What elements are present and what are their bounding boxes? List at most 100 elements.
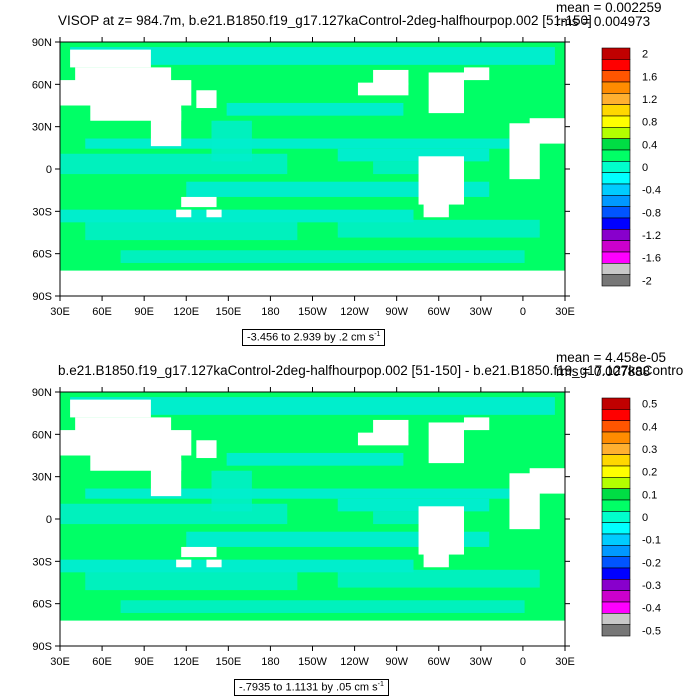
colorbar-box (601, 195, 631, 207)
colorbar-box (601, 420, 631, 433)
x-tick-label: 60E (92, 306, 112, 318)
ocean-band (337, 219, 540, 238)
land-mask (70, 399, 151, 418)
colorbar-box (601, 567, 631, 580)
colorbar-label: 0.4 (642, 421, 657, 433)
colorbar-box (601, 443, 631, 455)
land-mask (181, 546, 217, 558)
contour-range-unit-bottom: -1 (377, 681, 384, 688)
y-tick-label: 0 (46, 164, 52, 176)
y-tick-label: 90S (32, 641, 52, 653)
colorbar-box (601, 172, 631, 185)
colorbar-box (601, 511, 631, 523)
contour-range-text-top: -3.456 to 2.939 by .2 cm s (247, 331, 375, 344)
land-mask (423, 552, 449, 568)
x-tick-label: 90E (134, 306, 154, 318)
contour-range-bottom: -.7935 to 1.1131 by .05 cm s-1 (234, 679, 389, 696)
land-mask (60, 430, 192, 456)
colorbar-box (601, 104, 631, 117)
map-plot-top: 90N 60N 30N 0 30S 60S 90S 30E 60E 90E 120E 150E 180 1… (32, 37, 661, 318)
y-tick-label: 60S (32, 249, 52, 261)
colorbar-label: -0.8 (642, 207, 661, 219)
x-tick-label: 60E (92, 656, 112, 668)
x-tick-label: 120W (340, 656, 369, 668)
x-tick-label: 30W (470, 306, 493, 318)
ocean-band (120, 250, 525, 263)
land-mask (150, 460, 182, 497)
colorbar-box (601, 115, 631, 128)
ocean-band (85, 138, 515, 149)
y-tick-label: 30S (32, 206, 52, 218)
y-tick-label: 90N (32, 37, 52, 49)
ocean-band (70, 397, 555, 415)
colorbar-box (601, 93, 631, 105)
colorbar-box (601, 431, 631, 444)
colorbar-box (601, 81, 631, 94)
x-tick-label: 60W (427, 306, 450, 318)
land-mask (196, 440, 217, 459)
x-tick-label: 30E (50, 306, 70, 318)
colorbar-label: -1.6 (642, 253, 661, 265)
ocean-band (337, 148, 490, 162)
x-tick-label: 30E (50, 656, 70, 668)
colorbar-box (601, 590, 631, 603)
plot-title-bottom: b.e21.B1850.f19_g17.127kaControl-2deg-ha… (58, 363, 684, 378)
ocean-band (226, 452, 404, 466)
colorbar-label: 0 (642, 162, 648, 174)
colorbar-box (601, 579, 631, 591)
land-mask (357, 82, 409, 96)
land-mask (181, 196, 217, 208)
y-tick-label: 30N (32, 472, 52, 484)
ocean-band (60, 209, 414, 223)
colorbar-box (601, 127, 631, 139)
y-tick-label: 0 (46, 514, 52, 526)
ocean-band (85, 219, 298, 241)
rms-label-bottom: rms = 0.007888 (556, 364, 651, 379)
land-mask (60, 620, 565, 646)
x-tick-label: 0 (520, 306, 526, 318)
ocean-band (373, 161, 424, 175)
colorbar-label: 2 (642, 49, 648, 61)
colorbar-box (601, 70, 631, 83)
ocean-band (337, 569, 540, 588)
ocean-band (70, 47, 555, 65)
y-tick-label: 30S (32, 556, 52, 568)
colorbar-box (601, 274, 631, 287)
colorbar-label: 0 (642, 512, 648, 524)
y-tick-label: 60S (32, 599, 52, 611)
colorbar-box (601, 183, 631, 196)
colorbar-box (601, 397, 631, 410)
colorbar-label: 0.3 (642, 444, 657, 456)
colorbar-box (601, 556, 631, 569)
land-mask (428, 422, 464, 464)
colorbar-label: -0.4 (642, 603, 661, 615)
land-mask (70, 49, 151, 68)
colorbar-box (601, 409, 631, 421)
x-tick-label: 150E (215, 306, 241, 318)
colorbar-label: 0.5 (642, 399, 657, 411)
map-plot-bottom: 90N 60N 30N 0 30S 60S 90S 30E 60E 90E 120E 150E 180 1… (32, 387, 661, 668)
colorbar-box (601, 601, 631, 614)
mean-label-top: mean = 0.002259 (556, 0, 662, 15)
y-tick-label: 90S (32, 291, 52, 303)
land-mask (206, 559, 222, 568)
ocean-band (60, 153, 288, 175)
land-mask (423, 202, 449, 218)
land-mask (150, 110, 182, 147)
colorbar-label: 0.4 (642, 139, 657, 151)
y-tick-label: 60N (32, 429, 52, 441)
colorbar-box (601, 240, 631, 253)
land-mask (464, 67, 490, 81)
x-tick-label: 120E (173, 656, 199, 668)
rms-label-top: rms = 0.004973 (556, 14, 651, 29)
colorbar-label: -0.5 (642, 625, 661, 637)
x-tick-label: 60W (427, 656, 450, 668)
land-mask (418, 506, 464, 555)
colorbar-label: -0.4 (642, 185, 661, 197)
contour-range-unit-top: -1 (374, 331, 381, 338)
land-mask (357, 432, 409, 446)
colorbar-box (601, 613, 631, 625)
ocean-band (85, 488, 515, 499)
land-mask (373, 419, 409, 436)
y-tick-label: 90N (32, 387, 52, 399)
